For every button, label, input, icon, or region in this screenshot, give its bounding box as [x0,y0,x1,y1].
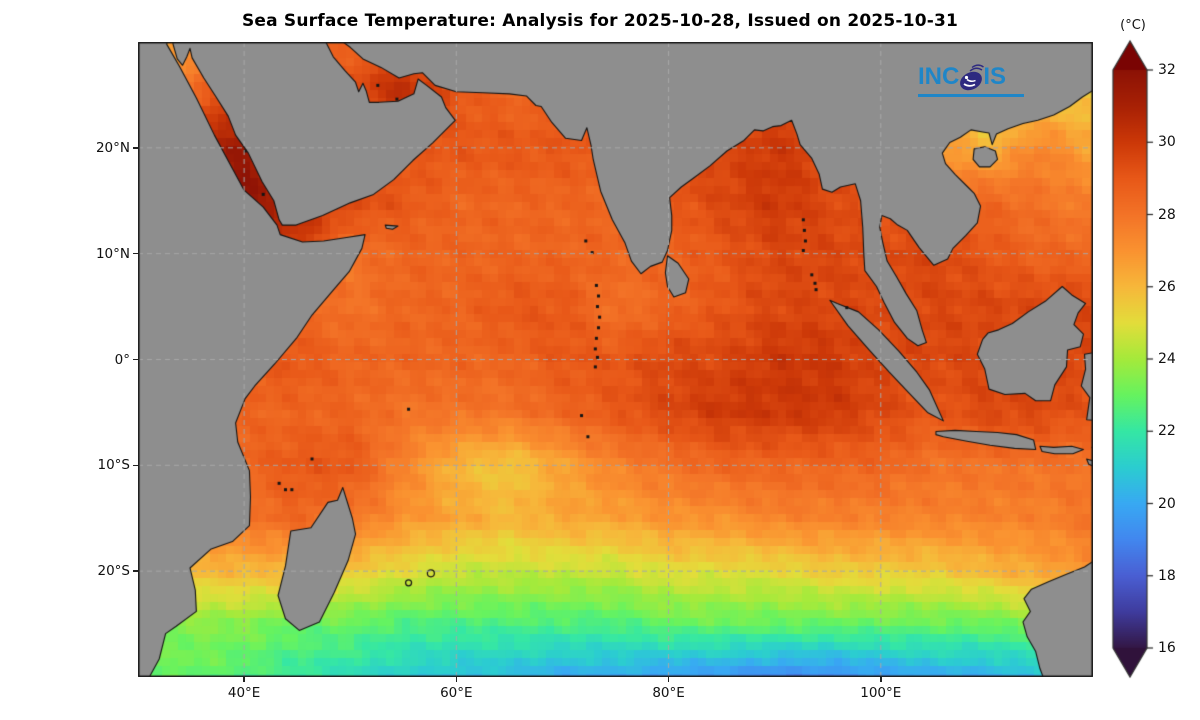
lat-tick-mark [133,358,138,361]
lat-tick-label: 20°S [97,563,131,580]
sst-map [138,42,1093,677]
colorbar-unit-label: (°C) [1120,18,1146,33]
colorbar-tick-label: 30 [1158,134,1176,151]
lat-tick-mark [133,252,138,255]
lon-tick-mark [243,677,245,682]
colorbar-tick-label: 28 [1158,206,1176,223]
lon-tick-mark [667,677,670,682]
lon-tick-mark [880,677,882,682]
lat-tick-label: 10°S [97,457,131,474]
lat-tick-mark [133,464,138,467]
lat-tick-mark [133,147,138,149]
colorbar-tick-label: 24 [1158,351,1176,367]
colorbar-tick-label: 16 [1158,640,1176,656]
colorbar-tick-label: 32 [1158,62,1176,78]
lon-tick-mark [455,677,458,682]
incois-logo: INC IS [918,60,1024,97]
lat-tick-mark [133,570,138,572]
colorbar [1106,36,1158,684]
colorbar-tick-label: 20 [1158,495,1176,512]
lon-tick-label: 40°E [227,685,261,701]
logo-text-left: INC [918,63,960,90]
lat-tick-label: 0° [114,351,130,368]
satellite-dish-icon [960,64,985,91]
colorbar-tick-label: 22 [1158,423,1176,440]
lon-tick-label: 100°E [860,685,902,701]
lon-tick-label: 80°E [652,685,685,701]
lat-tick-label: 20°N [95,139,130,156]
lon-tick-label: 60°E [440,685,473,701]
logo-text-right: IS [983,63,1007,90]
colorbar-tick-label: 18 [1158,567,1176,584]
lat-tick-label: 10°N [95,245,130,262]
figure-title: Sea Surface Temperature: Analysis for 20… [241,11,959,31]
colorbar-tick-label: 26 [1158,278,1176,295]
